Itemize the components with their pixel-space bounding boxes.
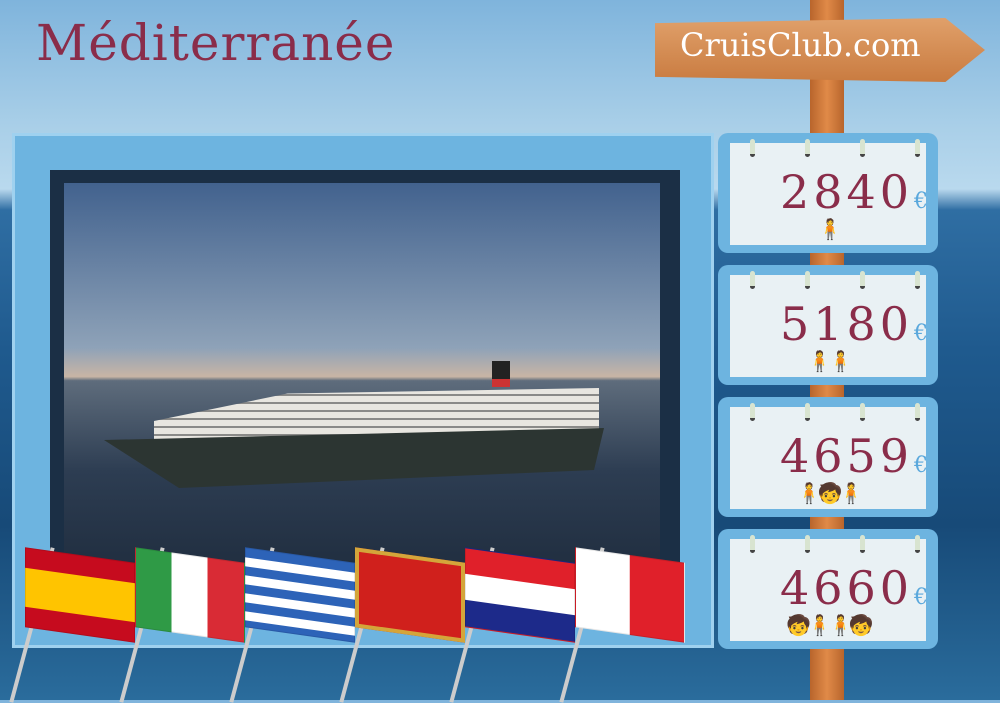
currency: €: [914, 453, 928, 478]
price-amount: 4660: [780, 561, 914, 615]
flag-croatia: [465, 547, 575, 643]
single-person-icon: 🧍: [817, 217, 843, 241]
price-card-family-3: 4659 € 🧍🧒🧍: [718, 397, 938, 517]
currency: €: [914, 189, 928, 214]
currency: €: [914, 321, 928, 346]
flag-malta: [575, 547, 685, 643]
currency: €: [914, 585, 928, 610]
price-amount: 2840: [780, 165, 914, 219]
price-card-family-4: 4660 € 🧒🧍🧍🧒: [718, 529, 938, 649]
flag-greece: [245, 547, 355, 643]
flag-montenegro: [355, 547, 465, 643]
family-one-child-icon: 🧍🧒🧍: [796, 481, 864, 505]
brand-sign: [655, 18, 985, 82]
cruise-ship-photo: [64, 183, 660, 595]
family-two-children-icon: 🧒🧍🧍🧒: [786, 613, 874, 637]
flag-spain: [25, 547, 135, 643]
brand-logo: CruisClub.com: [680, 26, 921, 64]
page-title: Méditerranée: [36, 14, 396, 72]
price-card-couple: 5180 € 🧍🧍: [718, 265, 938, 385]
couple-icon: 🧍🧍: [807, 349, 853, 373]
ship-funnel: [492, 361, 510, 387]
price-amount: 4659: [780, 429, 914, 483]
price-card-single: 2840 € 🧍: [718, 133, 938, 253]
flag-italy: [135, 547, 245, 643]
price-amount: 5180: [780, 297, 914, 351]
